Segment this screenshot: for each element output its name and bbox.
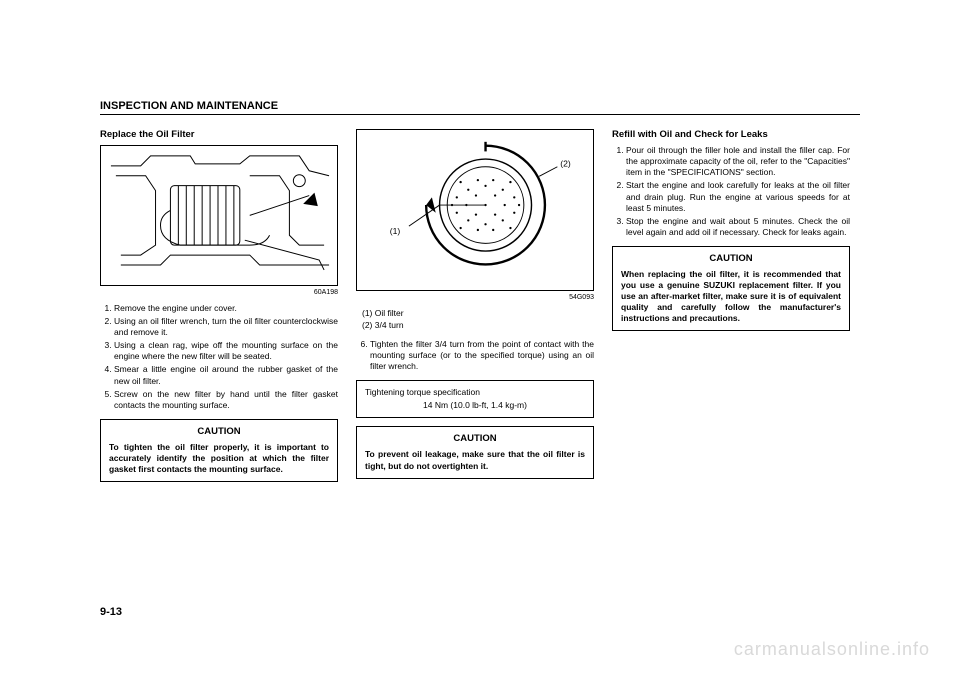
fig2-marker-2: (2)	[560, 159, 571, 169]
caution-box-3: CAUTION When replacing the oil filter, i…	[612, 246, 850, 332]
step: Using an oil filter wrench, turn the oil…	[114, 316, 338, 338]
step: Remove the engine under cover.	[114, 303, 338, 314]
col1-steps: Remove the engine under cover. Using an …	[100, 303, 338, 410]
spec-label: Tightening torque specification	[365, 387, 585, 398]
caution-title: CAUTION	[109, 426, 329, 438]
step: Using a clean rag, wipe off the mounting…	[114, 340, 338, 362]
caution-title: CAUTION	[621, 253, 841, 265]
figure-2-legend: (1) Oil filter (2) 3/4 turn	[356, 308, 594, 331]
step: Stop the engine and wait about 5 minutes…	[626, 216, 850, 238]
watermark: carmanualsonline.info	[734, 639, 930, 660]
caution-body: When replacing the oil filter, it is rec…	[621, 269, 841, 324]
columns: Replace the Oil Filter	[100, 129, 860, 490]
column-3: Refill with Oil and Check for Leaks Pour…	[612, 129, 850, 490]
col3-steps: Pour oil through the filler hole and ins…	[612, 145, 850, 237]
caution-box-1: CAUTION To tighten the oil filter proper…	[100, 419, 338, 482]
fig2-marker-1: (1)	[390, 226, 401, 236]
page: INSPECTION AND MAINTENANCE Replace the O…	[0, 0, 960, 678]
step: Pour oil through the filler hole and ins…	[626, 145, 850, 178]
figure-2-label: 54G093	[356, 293, 594, 302]
page-number: 9-13	[100, 606, 122, 618]
step: Smear a little engine oil around the rub…	[114, 364, 338, 386]
step: Start the engine and look carefully for …	[626, 180, 850, 213]
step: Screw on the new filter by hand until th…	[114, 389, 338, 411]
torque-spec-box: Tightening torque specification 14 Nm (1…	[356, 380, 594, 418]
caution-body: To tighten the oil filter properly, it i…	[109, 442, 329, 475]
column-2: (1) (2) 54G093 (1) Oil filter (2) 3/4 tu…	[356, 129, 594, 490]
caution-body: To prevent oil leakage, make sure that t…	[365, 449, 585, 471]
caution-title: CAUTION	[365, 433, 585, 445]
col1-heading: Replace the Oil Filter	[100, 129, 338, 141]
figure-oil-filter-removal	[100, 145, 338, 286]
section-header: INSPECTION AND MAINTENANCE	[100, 100, 860, 115]
col2-steps: Tighten the filter 3/4 turn from the poi…	[356, 339, 594, 372]
col3-heading: Refill with Oil and Check for Leaks	[612, 129, 850, 141]
step: Tighten the filter 3/4 turn from the poi…	[370, 339, 594, 372]
legend-item: (2) 3/4 turn	[362, 320, 594, 331]
figure-1-label: 60A198	[100, 288, 338, 297]
caution-box-2: CAUTION To prevent oil leakage, make sur…	[356, 426, 594, 478]
figure-oil-filter-turn: (1) (2)	[356, 129, 594, 291]
legend-item: (1) Oil filter	[362, 308, 594, 319]
spec-value: 14 Nm (10.0 lb-ft, 1.4 kg-m)	[365, 400, 585, 411]
column-1: Replace the Oil Filter	[100, 129, 338, 490]
